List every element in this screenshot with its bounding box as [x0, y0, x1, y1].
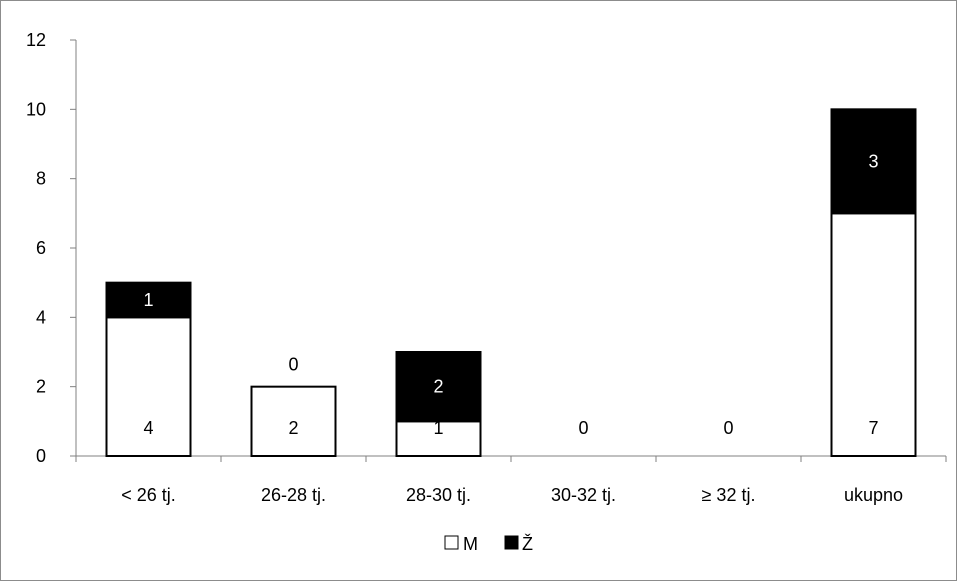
y-axis-ticks: 0 2 4 6 8 10 12 — [26, 30, 76, 466]
bar-m — [250, 385, 337, 457]
data-label-z: 1 — [143, 290, 153, 310]
data-label-m: 1 — [433, 418, 443, 438]
bar-m — [830, 212, 917, 457]
bar-z — [105, 281, 192, 319]
x-tick-label: 30-32 tj. — [551, 485, 616, 505]
y-tick-label: 10 — [26, 99, 46, 119]
y-tick-label: 4 — [36, 307, 46, 327]
data-label-m: 0 — [578, 418, 588, 438]
axes — [75, 40, 946, 457]
legend-swatch-z — [504, 535, 519, 550]
x-tick-label: 28-30 tj. — [406, 485, 471, 505]
x-tick-label: 26-28 tj. — [261, 485, 326, 505]
y-tick-label: 0 — [36, 446, 46, 466]
bars — [105, 108, 917, 458]
y-tick-label: 8 — [36, 169, 46, 189]
data-label-z: 2 — [433, 377, 443, 397]
y-tick-label: 2 — [36, 377, 46, 397]
data-label-z: 0 — [288, 355, 298, 375]
data-label-z: 3 — [868, 151, 878, 171]
x-tick-label: ≥ 32 tj. — [702, 485, 756, 505]
legend-label-z: Ž — [522, 534, 533, 554]
bar-m — [395, 420, 482, 458]
data-label-m: 4 — [143, 418, 153, 438]
x-axis-ticks: < 26 tj. 26-28 tj. 28-30 tj. 30-32 tj. ≥ 32 … — [75, 456, 947, 505]
y-tick-label: 6 — [36, 238, 46, 258]
bar-m — [105, 316, 192, 458]
x-tick-label: < 26 tj. — [121, 485, 176, 505]
data-label-m: 2 — [288, 418, 298, 438]
bar-z — [395, 351, 482, 423]
bar-z — [830, 108, 917, 215]
legend-label-m: M — [463, 534, 478, 554]
data-label-m: 0 — [723, 418, 733, 438]
x-tick-label: ukupno — [844, 485, 903, 505]
legend-swatch-m — [444, 535, 459, 550]
data-label-m: 7 — [868, 418, 878, 438]
y-tick-label: 12 — [26, 30, 46, 50]
data-labels: 4 1 2 0 1 2 0 0 7 3 — [143, 151, 878, 438]
